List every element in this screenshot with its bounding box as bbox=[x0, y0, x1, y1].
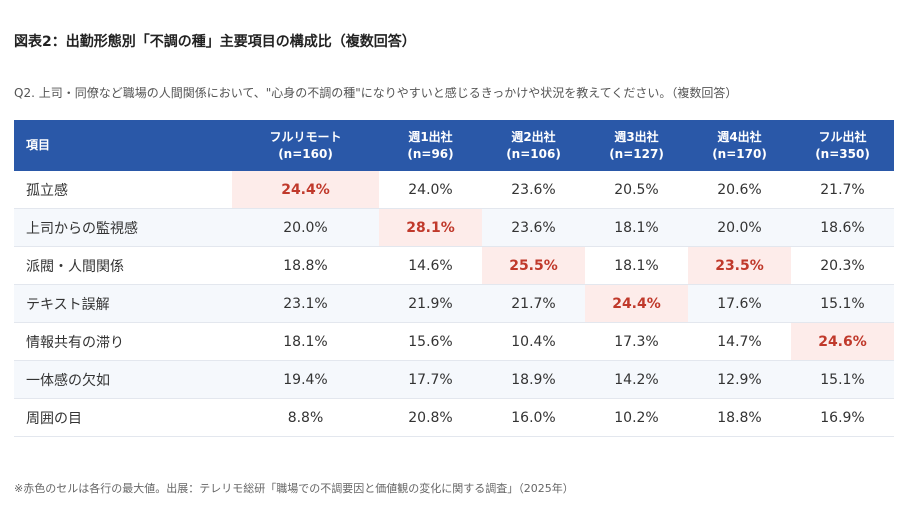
table-cell: 20.8% bbox=[379, 398, 482, 437]
table-cell: 10.4% bbox=[482, 322, 585, 361]
table-cell-max: 23.5% bbox=[688, 246, 791, 285]
table-cell: 18.1% bbox=[585, 246, 688, 285]
table-cell: 18.8% bbox=[688, 398, 791, 437]
row-label: 派閥・人間関係 bbox=[14, 246, 232, 285]
column-header-item: 項目 bbox=[14, 120, 232, 171]
row-label: 周囲の目 bbox=[14, 398, 232, 437]
table-cell: 18.1% bbox=[585, 208, 688, 247]
table-row: 孤立感 24.4% 24.0% 23.6% 20.5% 20.6% 21.7% bbox=[14, 171, 894, 209]
column-header: フル出社 (n=350) bbox=[791, 120, 894, 171]
table-cell-max: 24.6% bbox=[791, 322, 894, 361]
table-cell: 18.1% bbox=[232, 322, 379, 361]
row-label: 上司からの監視感 bbox=[14, 208, 232, 247]
table-cell: 21.7% bbox=[791, 171, 894, 209]
column-header-n: (n=106) bbox=[506, 146, 561, 161]
table-cell: 14.2% bbox=[585, 360, 688, 399]
table-row: 情報共有の滞り 18.1% 15.6% 10.4% 17.3% 14.7% 24.6% bbox=[14, 322, 894, 361]
table-cell: 18.6% bbox=[791, 208, 894, 247]
column-header-name: 週2出社 bbox=[511, 129, 556, 144]
table-cell: 14.6% bbox=[379, 246, 482, 285]
table-cell: 20.3% bbox=[791, 246, 894, 285]
column-header-n: (n=350) bbox=[815, 146, 870, 161]
question-text: Q2. 上司・同僚など職場の人間関係において、"心身の不調の種"になりやすいと感… bbox=[14, 86, 738, 100]
table-row: 周囲の目 8.8% 20.8% 16.0% 10.2% 18.8% 16.9% bbox=[14, 398, 894, 437]
table-cell-max: 25.5% bbox=[482, 246, 585, 285]
row-label: テキスト誤解 bbox=[14, 284, 232, 323]
page-title: 図表2：出勤形態別「不調の種」主要項目の構成比（複数回答） bbox=[14, 34, 416, 50]
table-cell-max: 24.4% bbox=[232, 171, 379, 209]
row-label: 孤立感 bbox=[14, 171, 232, 209]
table-cell: 23.6% bbox=[482, 171, 585, 209]
table-cell: 16.0% bbox=[482, 398, 585, 437]
table-cell: 20.6% bbox=[688, 171, 791, 209]
table-cell: 21.7% bbox=[482, 284, 585, 323]
table-body: 孤立感 24.4% 24.0% 23.6% 20.5% 20.6% 21.7% 上司からの監視… bbox=[14, 171, 894, 437]
data-table: 項目 フルリモート (n=160) 週1出社 (n=96) 週2出社 (n=106) 週3出… bbox=[14, 120, 894, 437]
column-header-name: 週1出社 bbox=[408, 129, 453, 144]
table-cell: 23.1% bbox=[232, 284, 379, 323]
column-header: フルリモート (n=160) bbox=[232, 120, 379, 171]
column-header-n: (n=127) bbox=[609, 146, 664, 161]
footnote: ※赤色のセルは各行の最大値。出展：テレリモ総研「職場での不調要因と価値観の変化に… bbox=[14, 482, 574, 495]
column-header-n: (n=96) bbox=[407, 146, 454, 161]
table-cell: 20.5% bbox=[585, 171, 688, 209]
table-cell: 14.7% bbox=[688, 322, 791, 361]
table-cell: 21.9% bbox=[379, 284, 482, 323]
column-header-name: 週3出社 bbox=[614, 129, 659, 144]
table-cell: 10.2% bbox=[585, 398, 688, 437]
column-header-name: フル出社 bbox=[818, 129, 867, 144]
column-header: 週3出社 (n=127) bbox=[585, 120, 688, 171]
table-cell: 24.0% bbox=[379, 171, 482, 209]
table-cell: 17.6% bbox=[688, 284, 791, 323]
table-cell: 18.8% bbox=[232, 246, 379, 285]
table-cell: 12.9% bbox=[688, 360, 791, 399]
table-cell: 23.6% bbox=[482, 208, 585, 247]
column-header-name: フルリモート bbox=[269, 129, 342, 144]
column-header-n: (n=170) bbox=[712, 146, 767, 161]
column-header: 週2出社 (n=106) bbox=[482, 120, 585, 171]
table-cell: 20.0% bbox=[688, 208, 791, 247]
table-row: 派閥・人間関係 18.8% 14.6% 25.5% 18.1% 23.5% 20.3% bbox=[14, 246, 894, 285]
table-cell: 17.7% bbox=[379, 360, 482, 399]
table-cell-max: 24.4% bbox=[585, 284, 688, 323]
table-cell-max: 28.1% bbox=[379, 208, 482, 247]
row-label: 情報共有の滞り bbox=[14, 322, 232, 361]
table-header-row: 項目 フルリモート (n=160) 週1出社 (n=96) 週2出社 (n=106) 週3出… bbox=[14, 120, 894, 171]
table-row: 上司からの監視感 20.0% 28.1% 23.6% 18.1% 20.0% 18.6% bbox=[14, 208, 894, 247]
column-header: 週4出社 (n=170) bbox=[688, 120, 791, 171]
table-cell: 15.1% bbox=[791, 284, 894, 323]
table-cell: 15.6% bbox=[379, 322, 482, 361]
row-label: 一体感の欠如 bbox=[14, 360, 232, 399]
table-cell: 19.4% bbox=[232, 360, 379, 399]
table-cell: 16.9% bbox=[791, 398, 894, 437]
table-cell: 17.3% bbox=[585, 322, 688, 361]
table-cell: 20.0% bbox=[232, 208, 379, 247]
column-header: 週1出社 (n=96) bbox=[379, 120, 482, 171]
table-cell: 18.9% bbox=[482, 360, 585, 399]
table-cell: 8.8% bbox=[232, 398, 379, 437]
column-header-name: 週4出社 bbox=[717, 129, 762, 144]
table-cell: 15.1% bbox=[791, 360, 894, 399]
table-row: 一体感の欠如 19.4% 17.7% 18.9% 14.2% 12.9% 15.1% bbox=[14, 360, 894, 399]
column-header-n: (n=160) bbox=[278, 146, 333, 161]
table-row: テキスト誤解 23.1% 21.9% 21.7% 24.4% 17.6% 15.1% bbox=[14, 284, 894, 323]
